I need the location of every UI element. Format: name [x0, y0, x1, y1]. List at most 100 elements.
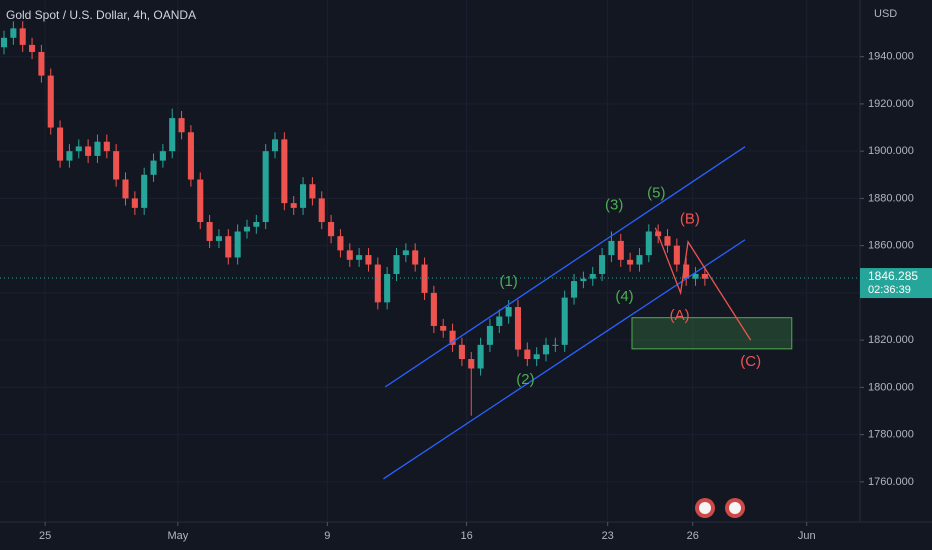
- candle-body: [187, 132, 194, 180]
- candle-body: [430, 292, 437, 326]
- x-tick-label: 26: [687, 530, 699, 542]
- wave-label: (B): [680, 211, 700, 228]
- candle-body: [337, 236, 344, 251]
- candle-body: [571, 281, 578, 298]
- candle-body: [10, 28, 17, 38]
- candle-body: [178, 118, 185, 133]
- y-tick-label: 1800.000: [868, 381, 914, 393]
- candle-body: [617, 240, 624, 260]
- candle-body: [47, 75, 54, 128]
- candle-body: [402, 250, 409, 256]
- candle-body: [505, 307, 512, 317]
- candle-body: [356, 255, 363, 260]
- candle-body: [290, 203, 297, 208]
- candle-body: [692, 273, 699, 279]
- icon: [699, 502, 711, 514]
- x-tick-label: May: [167, 530, 188, 542]
- candle-body: [150, 160, 157, 175]
- candle-body: [159, 151, 166, 161]
- wave-label: (2): [516, 371, 534, 388]
- icon: [729, 502, 741, 514]
- candle-body: [243, 226, 251, 232]
- y-tick-label: 1880.000: [868, 192, 914, 204]
- chart-title: Gold Spot / U.S. Dollar, 4h, OANDA: [6, 8, 196, 22]
- y-tick-label: 1940.000: [868, 51, 914, 63]
- countdown-label: 02:36:39: [868, 284, 911, 296]
- currency-label: USD: [874, 8, 897, 20]
- candle-body: [486, 325, 493, 345]
- candle-body: [374, 264, 381, 303]
- candle-body: [19, 28, 26, 45]
- candle-body: [206, 222, 213, 241]
- candle-body: [449, 330, 456, 345]
- candle-body: [664, 236, 671, 246]
- candle-body: [197, 179, 204, 223]
- y-tick-label: 1900.000: [868, 145, 914, 157]
- target-zone: [631, 317, 793, 350]
- candle-body: [421, 264, 428, 293]
- candle-body: [589, 273, 596, 279]
- candle-body: [468, 359, 475, 369]
- candle-body: [412, 250, 419, 265]
- candle-body: [234, 231, 241, 258]
- candle-body: [113, 151, 120, 180]
- candle-body: [38, 51, 45, 76]
- y-tick-label: 1920.000: [868, 98, 914, 110]
- x-tick-label: Jun: [798, 530, 816, 542]
- y-tick-label: 1780.000: [868, 429, 914, 441]
- wave-label: (5): [647, 185, 665, 202]
- x-tick-label: 9: [324, 530, 330, 542]
- candle-body: [645, 231, 652, 256]
- candle-body: [281, 139, 288, 204]
- x-tick-label: 16: [460, 530, 472, 542]
- candle-body: [514, 307, 522, 350]
- candle-body: [580, 278, 587, 282]
- wave-label: (C): [740, 353, 761, 370]
- candle-body: [253, 222, 260, 227]
- candle-body: [271, 139, 279, 152]
- candle-body: [561, 297, 568, 345]
- x-tick-label: 23: [602, 530, 614, 542]
- channel-line: [383, 239, 746, 480]
- y-tick-label: 1820.000: [868, 334, 914, 346]
- candle-body: [627, 259, 634, 265]
- candle-body: [458, 344, 465, 360]
- candle-body: [636, 255, 643, 265]
- candle-body: [440, 325, 447, 331]
- candle-body: [122, 179, 129, 199]
- candle-body: [328, 222, 335, 237]
- candle-body: [318, 198, 325, 223]
- candle-body: [552, 344, 559, 346]
- plot: (1) (2) (3) (4) (5) (A) (B) (C): [0, 21, 793, 480]
- candle-body: [477, 344, 484, 369]
- candle-body: [262, 151, 269, 223]
- candle-body: [701, 273, 708, 279]
- candle-body: [346, 250, 353, 260]
- last-price-label: 1846.285: [868, 269, 918, 283]
- grid: [0, 0, 860, 522]
- candle-body: [542, 344, 550, 355]
- candle-body: [103, 141, 110, 152]
- candle-body: [29, 44, 36, 52]
- wave-label: (3): [605, 196, 623, 213]
- candle-body: [85, 146, 92, 156]
- candle-body: [169, 118, 176, 152]
- candle-body: [215, 236, 222, 241]
- candle-body: [75, 146, 82, 152]
- candle-body: [0, 37, 8, 48]
- candle-body: [94, 141, 101, 156]
- candle-body: [384, 273, 391, 303]
- channel-line: [384, 146, 746, 388]
- last-price-box: [860, 268, 932, 299]
- candle-body: [66, 151, 73, 161]
- wave-label: (4): [615, 288, 633, 305]
- y-tick-label: 1760.000: [868, 476, 914, 488]
- candle-body: [393, 255, 400, 274]
- candle-body: [683, 264, 690, 279]
- candle-body: [365, 255, 372, 265]
- wave-label: (A): [670, 307, 690, 324]
- candle-body: [131, 198, 138, 208]
